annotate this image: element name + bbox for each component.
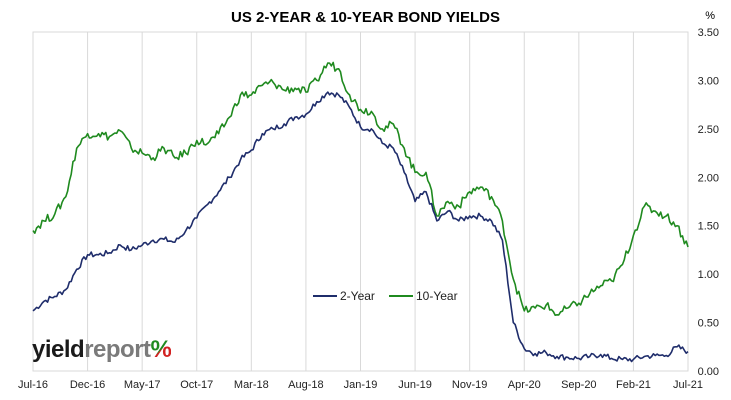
y-tick-label: 1.00 — [698, 269, 719, 281]
chart-title: US 2-YEAR & 10-YEAR BOND YIELDS — [231, 9, 500, 26]
logo-word-yield: yield — [32, 336, 85, 363]
yieldreport-logo: yieldreport% — [32, 336, 172, 363]
series-line-10-year — [32, 61, 689, 316]
x-tick-label: May-17 — [124, 379, 161, 391]
x-tick-label: Oct-17 — [180, 379, 213, 391]
x-tick-label: Jul-21 — [673, 379, 703, 391]
x-tick-label: Feb-21 — [616, 379, 651, 391]
x-tick-label: Nov-19 — [452, 379, 487, 391]
y-tick-label: 3.00 — [698, 75, 719, 87]
y-tick-label: 2.00 — [698, 172, 719, 184]
legend-item-2-year-label: 2-Year — [340, 289, 375, 303]
y-tick-label: 2.50 — [698, 124, 719, 136]
x-tick-label: Aug-18 — [288, 379, 323, 391]
y-axis-unit-label: % — [705, 10, 715, 22]
x-tick-label: Dec-16 — [70, 379, 105, 391]
y-tick-label: 3.50 — [698, 27, 719, 39]
x-tick-label: Jan-19 — [344, 379, 378, 391]
legend-item-10-year-label: 10-Year — [416, 289, 458, 303]
logo-percent-symbol: % — [151, 336, 172, 363]
logo-word-report: report — [84, 336, 151, 363]
x-tick-label: Jun-19 — [398, 379, 432, 391]
y-tick-label: 0.50 — [698, 318, 719, 330]
y-tick-label: 1.50 — [698, 221, 719, 233]
series-line-2-year — [32, 91, 689, 363]
logo-percent-glyph: % — [150, 336, 172, 363]
x-tick-label: Jul-16 — [18, 379, 48, 391]
x-tick-label: Sep-20 — [561, 379, 596, 391]
x-tick-label: Mar-18 — [234, 379, 269, 391]
x-tick-label: Apr-20 — [508, 379, 541, 391]
y-tick-label: 0.00 — [698, 366, 719, 378]
